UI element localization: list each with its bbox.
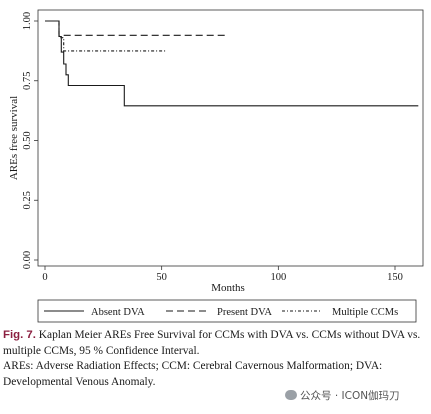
abbreviations: AREs: Adverse Radiation Effects; CCM: Ce…	[3, 360, 383, 388]
y-tick-label: 0.50	[22, 131, 33, 149]
legend: Absent DVA Present DVA Multiple CCMs	[37, 299, 417, 323]
series-line-absent-dva	[45, 20, 419, 107]
plot-frame	[37, 9, 424, 267]
x-axis-label: Months	[211, 282, 245, 294]
legend-label: Multiple CCMs	[332, 307, 398, 318]
y-tick-label: 1.00	[22, 12, 33, 30]
figure-label: Fig. 7.	[3, 329, 36, 341]
x-tick-label: 0	[42, 272, 47, 283]
wechat-icon	[285, 390, 297, 400]
legend-items: Absent DVA Present DVA Multiple CCMs	[44, 307, 398, 318]
x-tick-label: 150	[387, 272, 403, 283]
y-tick-label: 0.25	[22, 191, 33, 209]
caption-text: Kaplan Meier AREs Free Survival for CCMs…	[3, 329, 421, 357]
y-tick-label: 0.00	[22, 251, 33, 269]
y-tick-label: 0.75	[22, 72, 33, 90]
legend-label: Absent DVA	[91, 307, 145, 318]
series-group	[45, 20, 419, 107]
axes: 0 50 100 150 0.00 0.25 0.50 0.75 1.00	[22, 12, 403, 283]
y-axis-label: AREs free survival	[8, 96, 20, 180]
x-tick-label: 50	[156, 272, 167, 283]
series-line-multiple-ccms	[45, 20, 167, 52]
legend-label: Present DVA	[217, 307, 272, 318]
watermark-text: 公众号 · ICON伽玛刀	[300, 390, 400, 402]
figure-caption: Fig. 7. Kaplan Meier AREs Free Survival …	[3, 328, 428, 390]
legend-box	[37, 299, 417, 323]
series-line-present-dva	[45, 20, 227, 36]
watermark: 公众号 · ICON伽玛刀	[283, 388, 402, 403]
kaplan-meier-chart: 0 50 100 150 0.00 0.25 0.50 0.75 1.00 Months ARE…	[8, 9, 424, 323]
x-tick-label: 100	[270, 272, 286, 283]
